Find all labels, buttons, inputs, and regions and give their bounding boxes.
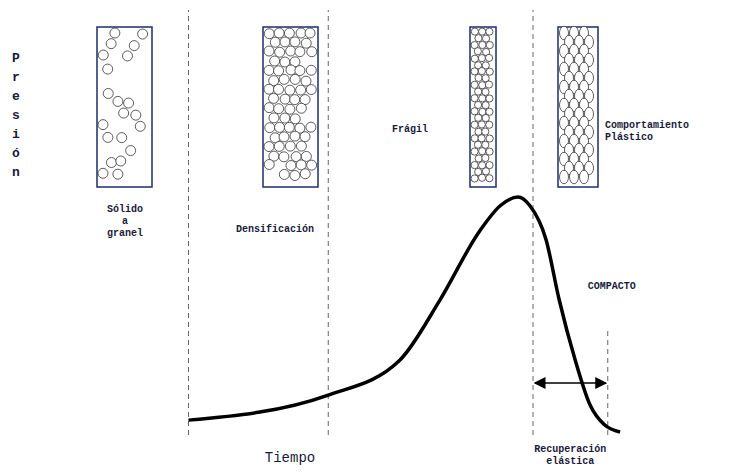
svg-text:Sólidoagranel: Sólidoagranel xyxy=(107,204,143,239)
svg-text:Densificación: Densificación xyxy=(236,224,314,235)
svg-text:Presión: Presión xyxy=(12,51,20,180)
svg-text:Recuperaciónelástica: Recuperaciónelástica xyxy=(534,444,606,467)
svg-text:Tiempo: Tiempo xyxy=(265,450,315,466)
svg-text:Frágil: Frágil xyxy=(392,124,428,135)
svg-text:ComportamientoPlástico: ComportamientoPlástico xyxy=(605,120,689,143)
svg-text:COMPACTO: COMPACTO xyxy=(588,281,636,292)
